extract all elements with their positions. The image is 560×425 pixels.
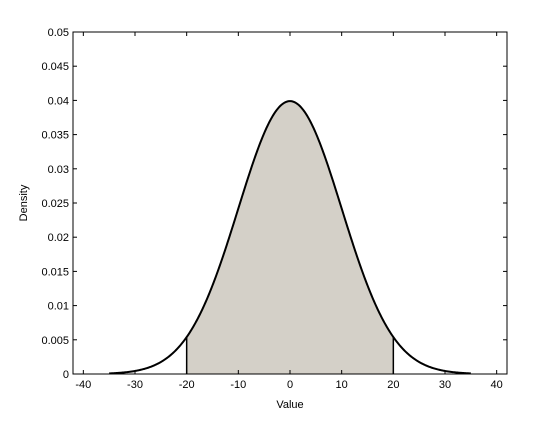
shaded-area: [186, 101, 394, 375]
y-axis-label: Density: [18, 184, 30, 221]
y-axis-ticks: 0 0.005 0.01 0.015 0.02 0.025 0.03 0.035 0.04 0.0…: [41, 27, 507, 381]
y-tick-label: 0.02: [48, 232, 69, 244]
x-tick-label: -30: [127, 379, 143, 391]
x-tick-label: 20: [387, 379, 399, 391]
x-tick-label: 40: [491, 379, 503, 391]
y-tick-label: 0: [63, 369, 69, 381]
y-tick-label: 0.005: [41, 335, 69, 347]
y-tick-label: 0.015: [41, 266, 69, 278]
density-curve: [109, 100, 471, 375]
y-tick-label: 0.01: [48, 301, 69, 313]
x-tick-label: -10: [230, 379, 246, 391]
curve-layer: [109, 100, 471, 375]
x-axis-label: Value: [276, 399, 303, 411]
y-tick-label: 0.04: [48, 95, 69, 107]
y-tick-label: 0.025: [41, 198, 69, 210]
y-tick-label: 0.035: [41, 130, 69, 142]
y-tick-label: 0.045: [41, 61, 69, 73]
shaded-region-layer: [185, 101, 395, 375]
x-tick-label: -20: [179, 379, 195, 391]
x-tick-label: -40: [75, 379, 91, 391]
y-tick-label: 0.05: [48, 27, 69, 39]
x-tick-label: 10: [336, 379, 348, 391]
x-axis-ticks: -40 -30 -20 -10 0 10 20 30 40: [75, 32, 503, 391]
x-tick-label: 30: [439, 379, 451, 391]
x-tick-label: 0: [287, 379, 293, 391]
y-tick-label: 0.03: [48, 164, 69, 176]
